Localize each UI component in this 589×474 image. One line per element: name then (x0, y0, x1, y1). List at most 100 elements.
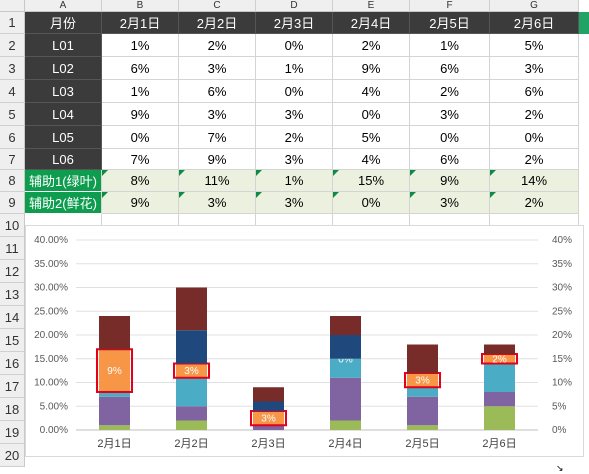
row-header-12[interactable]: 12 (0, 260, 25, 283)
bar-segment[interactable] (407, 387, 438, 397)
value-cell[interactable]: 9% (333, 57, 410, 80)
bar-segment[interactable] (99, 392, 130, 397)
value-cell[interactable]: 0% (102, 126, 179, 149)
row-header-2[interactable]: 2 (0, 34, 25, 57)
row-label-cell[interactable]: L02 (25, 57, 102, 80)
header-cell[interactable]: 2月3日 (256, 12, 333, 34)
row-header-17[interactable]: 17 (0, 375, 25, 398)
helper-value-cell[interactable]: 14% (490, 170, 579, 192)
bar-segment[interactable] (484, 392, 515, 407)
value-cell[interactable]: 0% (410, 126, 490, 149)
helper-label-cell[interactable]: 辅助1(绿叶) (25, 170, 102, 192)
bar-segment[interactable] (407, 425, 438, 430)
bar-segment[interactable] (176, 330, 207, 364)
helper-value-cell[interactable]: 3% (179, 192, 256, 214)
value-cell[interactable]: 2% (490, 149, 579, 170)
row-label-cell[interactable]: L04 (25, 103, 102, 126)
header-cell[interactable]: 2月1日 (102, 12, 179, 34)
bar-segment[interactable] (176, 363, 207, 378)
row-header-19[interactable]: 19 (0, 421, 25, 444)
row-header-6[interactable]: 6 (0, 126, 25, 149)
value-cell[interactable]: 2% (333, 34, 410, 57)
bar-segment[interactable] (330, 377, 361, 421)
column-header-D[interactable]: D (256, 0, 333, 12)
helper-value-cell[interactable]: 3% (410, 192, 490, 214)
helper-value-cell[interactable]: 11% (179, 170, 256, 192)
bar-segment[interactable] (176, 406, 207, 421)
row-header-13[interactable]: 13 (0, 283, 25, 306)
row-header-9[interactable]: 9 (0, 192, 25, 214)
bar-segment[interactable] (330, 316, 361, 335)
value-cell[interactable]: 7% (102, 149, 179, 170)
bar-segment[interactable] (99, 316, 130, 350)
value-cell[interactable]: 6% (410, 149, 490, 170)
helper-value-cell[interactable]: 9% (102, 192, 179, 214)
bar-segment[interactable] (407, 344, 438, 374)
value-cell[interactable]: 6% (490, 80, 579, 103)
value-cell[interactable]: 3% (179, 57, 256, 80)
value-cell[interactable]: 0% (256, 80, 333, 103)
column-header-B[interactable]: B (102, 0, 179, 12)
column-header-G[interactable]: G (490, 0, 579, 12)
value-cell[interactable]: 1% (102, 80, 179, 103)
bar-segment[interactable] (176, 287, 207, 331)
header-cell[interactable]: 2月4日 (333, 12, 410, 34)
bar-segment[interactable] (484, 344, 515, 355)
value-cell[interactable]: 2% (256, 126, 333, 149)
helper-value-cell[interactable]: 3% (256, 192, 333, 214)
value-cell[interactable]: 5% (490, 34, 579, 57)
value-cell[interactable]: 5% (333, 126, 410, 149)
value-cell[interactable]: 4% (333, 80, 410, 103)
row-label-cell[interactable]: L05 (25, 126, 102, 149)
row-header-16[interactable]: 16 (0, 352, 25, 375)
bar-segment[interactable] (407, 396, 438, 426)
bar-segment[interactable] (176, 420, 207, 431)
value-cell[interactable]: 0% (333, 103, 410, 126)
bar-segment[interactable] (99, 425, 130, 430)
row-header-20[interactable]: 20 (0, 444, 25, 467)
row-header-18[interactable]: 18 (0, 398, 25, 421)
row-header-8[interactable]: 8 (0, 170, 25, 192)
stacked-column-chart[interactable]: 0.00% 0% 5.00% 5% 10.00% 10% 15.00% 15% 20.00% 20… (25, 225, 584, 457)
row-label-cell[interactable]: L06 (25, 149, 102, 170)
row-label-cell[interactable]: L03 (25, 80, 102, 103)
bar-segment[interactable] (484, 406, 515, 430)
bar-segment[interactable] (99, 349, 130, 392)
bar-segment[interactable] (253, 387, 284, 402)
value-cell[interactable]: 9% (102, 103, 179, 126)
bar-segment[interactable] (407, 373, 438, 388)
bar-segment[interactable] (253, 401, 284, 412)
value-cell[interactable]: 6% (102, 57, 179, 80)
column-header-C[interactable]: C (179, 0, 256, 12)
bar-segment[interactable] (484, 354, 515, 364)
value-cell[interactable]: 1% (102, 34, 179, 57)
select-all-corner[interactable] (0, 0, 25, 12)
bar-segment[interactable] (176, 377, 207, 407)
helper-label-cell[interactable]: 辅助2(鲜花) (25, 192, 102, 214)
bar-segment[interactable] (330, 358, 361, 378)
helper-value-cell[interactable]: 9% (410, 170, 490, 192)
row-header-10[interactable]: 10 (0, 214, 25, 237)
value-cell[interactable]: 4% (333, 149, 410, 170)
column-header-F[interactable]: F (410, 0, 490, 12)
helper-value-cell[interactable]: 1% (256, 170, 333, 192)
header-cell[interactable]: 月份 (25, 12, 102, 34)
value-cell[interactable]: 0% (490, 126, 579, 149)
helper-value-cell[interactable]: 15% (333, 170, 410, 192)
header-cell[interactable]: 2月2日 (179, 12, 256, 34)
value-cell[interactable]: 1% (256, 57, 333, 80)
value-cell[interactable]: 2% (410, 80, 490, 103)
value-cell[interactable]: 2% (179, 34, 256, 57)
bar-segment[interactable] (99, 396, 130, 426)
helper-value-cell[interactable]: 2% (490, 192, 579, 214)
header-cell[interactable]: 2月5日 (410, 12, 490, 34)
bar-segment[interactable] (253, 425, 284, 430)
value-cell[interactable]: 3% (256, 149, 333, 170)
value-cell[interactable]: 3% (256, 103, 333, 126)
value-cell[interactable]: 3% (179, 103, 256, 126)
row-label-cell[interactable]: L01 (25, 34, 102, 57)
column-header-E[interactable]: E (333, 0, 410, 12)
value-cell[interactable]: 6% (410, 57, 490, 80)
bar-segment[interactable] (330, 335, 361, 359)
row-header-1[interactable]: 1 (0, 12, 25, 34)
